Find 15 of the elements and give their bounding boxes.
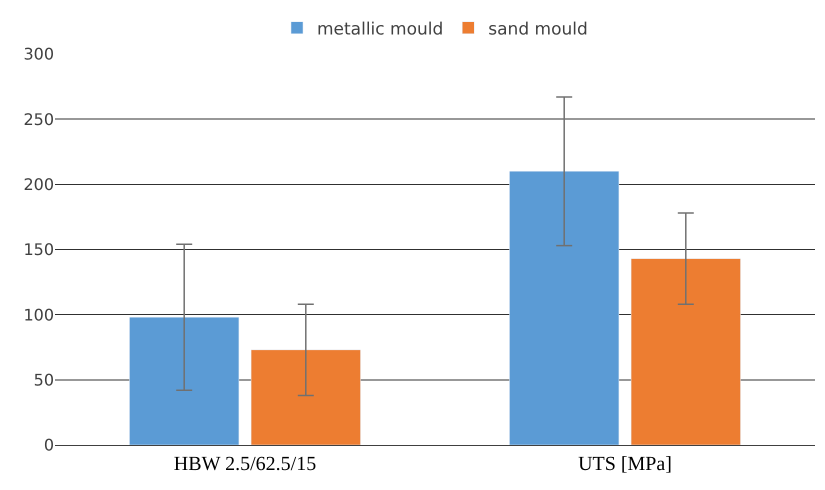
y-tick-label: 0 <box>44 436 54 455</box>
y-tick-label: 300 <box>23 44 54 64</box>
y-tick-label: 100 <box>23 305 54 324</box>
bar <box>129 317 240 445</box>
y-tick-label: 50 <box>34 370 54 390</box>
bar <box>509 171 620 445</box>
y-tick-label: 150 <box>23 240 54 260</box>
legend-label: sand mould <box>488 19 588 40</box>
legend-label: metallic mould <box>317 19 444 40</box>
x-tick-label: HBW 2.5/62.5/15 <box>174 453 316 475</box>
bar <box>250 350 361 445</box>
y-tick-label: 200 <box>23 174 54 194</box>
y-tick-label: 250 <box>23 110 54 129</box>
x-tick-label: UTS [MPa] <box>578 453 672 475</box>
bar <box>630 258 741 445</box>
